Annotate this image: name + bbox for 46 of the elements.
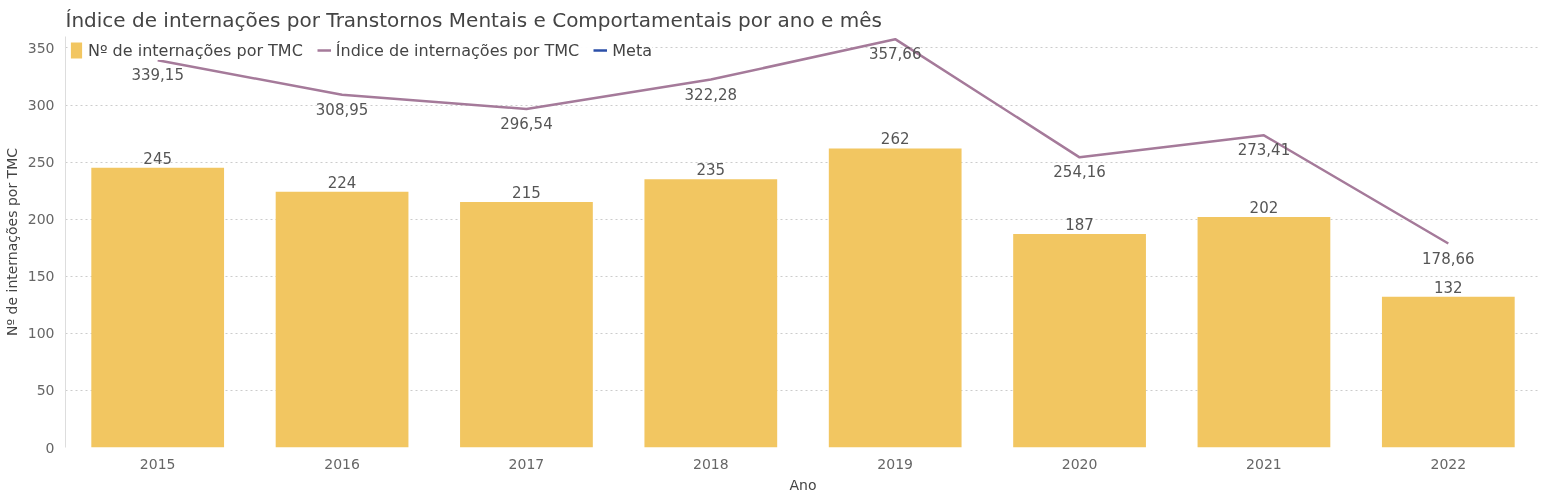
x-tick-label: 2015 [139,455,176,472]
data-label: 254,16 [1053,163,1106,182]
data-label: 178,66 [1422,249,1475,268]
data-label: 224 [327,173,357,192]
bar [644,179,778,448]
bar [275,191,409,448]
y-tick-label: 150 [27,268,55,285]
data-label: 262 [880,130,910,149]
bar [828,148,962,448]
data-label: 357,66 [868,45,922,64]
legend-label: Nº de internações por TMC [88,40,303,60]
y-tick-label: 300 [27,97,55,113]
data-label: 235 [696,161,726,180]
data-label: 322,28 [684,85,738,104]
data-label: 296,54 [500,114,553,133]
y-tick-label: 200 [27,211,55,228]
data-label: 202 [1249,198,1279,217]
data-label: 187 [1065,216,1094,235]
x-tick-label: 2022 [1430,455,1467,472]
x-tick-label: 2019 [877,455,914,472]
x-tick-label: 2016 [324,455,360,472]
x-tick-label: 2018 [693,455,729,472]
bar [1013,234,1146,448]
data-label: 245 [143,149,173,168]
bar [91,167,225,448]
x-axis-title: Ano [789,476,817,493]
x-tick-label: 2017 [508,455,545,472]
data-label: 132 [1434,278,1463,297]
y-tick-label: 100 [27,325,55,342]
data-label: 339,15 [131,66,184,85]
chart-title: Índice de internações por Transtornos Mentais e Comportamentais por ano e mês [65,7,882,32]
data-label: 308,95 [315,100,369,119]
bar [460,202,593,448]
y-tick-label: 250 [27,154,55,171]
bar [1197,216,1331,448]
y-tick-label: 50 [36,382,55,399]
x-tick-label: 2021 [1246,455,1282,472]
data-label: 273,41 [1237,141,1291,160]
data-label: 215 [512,184,541,203]
legend-label: Meta [612,40,653,60]
legend-label: Índice de internações por TMC [335,40,580,60]
y-tick-label: 350 [27,39,55,56]
bar [1381,296,1515,448]
y-tick-label: 0 [45,439,55,456]
y-axis-title: Nº de internações por TMC [3,147,20,336]
x-tick-label: 2020 [1061,455,1098,472]
